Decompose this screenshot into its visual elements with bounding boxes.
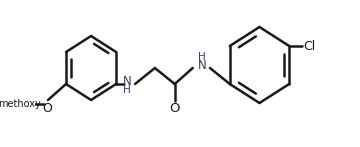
Text: methoxy: methoxy	[0, 99, 40, 109]
Text: Cl: Cl	[303, 40, 315, 52]
Text: O: O	[170, 101, 180, 115]
Text: N: N	[122, 75, 131, 87]
Text: O: O	[42, 101, 52, 115]
Text: H: H	[198, 52, 206, 62]
Text: N: N	[197, 59, 206, 71]
Text: H: H	[123, 85, 131, 95]
